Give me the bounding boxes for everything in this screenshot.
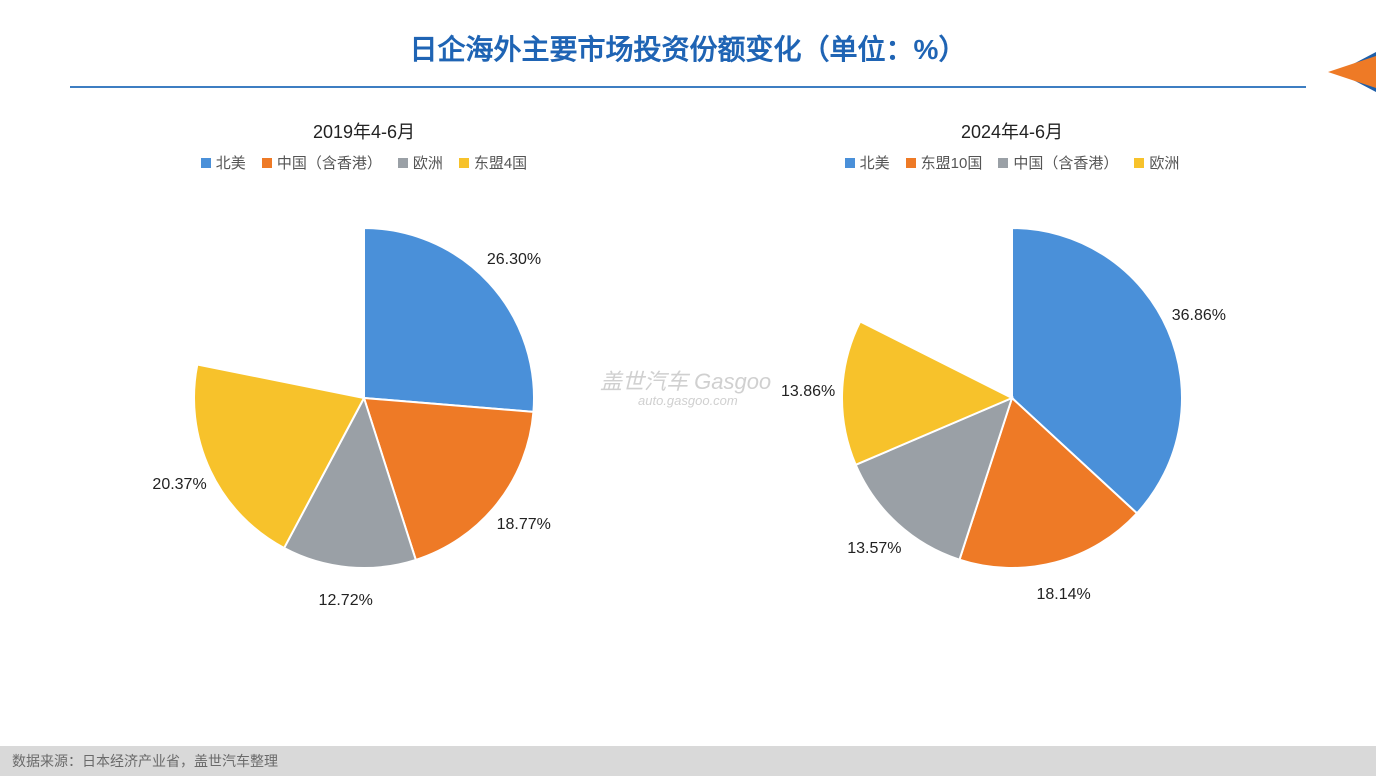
legend-item: 中国（含香港） <box>998 152 1118 173</box>
pie-slice-label: 18.14% <box>1036 586 1090 604</box>
pie-slice-label: 18.77% <box>497 516 551 534</box>
footer-text: 数据来源：日本经济产业省，盖世汽车整理 <box>12 751 278 771</box>
legend-swatch <box>906 158 916 168</box>
legend-swatch <box>459 158 469 168</box>
legend-label: 欧洲 <box>1149 152 1179 173</box>
pie-slice-label: 36.86% <box>1172 307 1226 325</box>
legend-swatch <box>201 158 211 168</box>
legend-label: 北美 <box>860 152 890 173</box>
legend-item: 欧洲 <box>398 152 443 173</box>
pie-wrapper: 36.86%18.14%13.57%13.86% <box>797 183 1227 613</box>
chart-panel-2024: 2024年4-6月 北美 东盟10国 中国（含香港） 欧洲 36.86% 18.14% 1… <box>712 98 1312 613</box>
legend-item: 东盟4国 <box>459 152 527 173</box>
title-underline <box>70 86 1306 88</box>
page-title: 日企海外主要市场投资份额变化（单位：%） <box>0 28 1376 68</box>
legend-swatch <box>845 158 855 168</box>
footer-source: 数据来源：日本经济产业省，盖世汽车整理 <box>0 746 1376 776</box>
chart-legend: 北美 中国（含香港） 欧洲 东盟4国 <box>64 152 664 173</box>
legend-swatch <box>262 158 272 168</box>
legend-label: 东盟4国 <box>474 152 527 173</box>
legend-swatch <box>1134 158 1144 168</box>
pie-slice-label: 13.57% <box>847 540 901 558</box>
legend-item: 中国（含香港） <box>262 152 382 173</box>
legend-label: 欧洲 <box>413 152 443 173</box>
pie-slice-label: 12.72% <box>319 592 373 610</box>
legend-label: 东盟10国 <box>921 152 983 173</box>
legend-item: 北美 <box>201 152 246 173</box>
legend-swatch <box>398 158 408 168</box>
pie-slice-label: 26.30% <box>487 251 541 269</box>
legend-item: 北美 <box>845 152 890 173</box>
charts-container: 2019年4-6月 北美 中国（含香港） 欧洲 东盟4国 26.30% 18.77% 12… <box>0 98 1376 613</box>
chart-panel-2019: 2019年4-6月 北美 中国（含香港） 欧洲 东盟4国 26.30% 18.77% 12… <box>64 98 664 613</box>
pie-wrapper: 26.30% 18.77% 12.72% 20.37% <box>149 183 579 613</box>
legend-item: 欧洲 <box>1134 152 1179 173</box>
chart-legend: 北美 东盟10国 中国（含香港） 欧洲 <box>712 152 1312 173</box>
corner-arrow-icon <box>1316 52 1376 92</box>
legend-label: 中国（含香港） <box>277 152 382 173</box>
chart-subtitle: 2024年4-6月 <box>712 118 1312 144</box>
title-area: 日企海外主要市场投资份额变化（单位：%） <box>0 0 1376 88</box>
corner-front <box>1328 56 1376 88</box>
legend-swatch <box>998 158 1008 168</box>
legend-item: 东盟10国 <box>906 152 983 173</box>
chart-subtitle: 2019年4-6月 <box>64 118 664 144</box>
legend-label: 北美 <box>216 152 246 173</box>
pie-slice-label: 13.86% <box>781 383 835 401</box>
pie-chart <box>149 183 579 613</box>
pie-slice-label: 20.37% <box>152 476 206 494</box>
legend-label: 中国（含香港） <box>1013 152 1118 173</box>
